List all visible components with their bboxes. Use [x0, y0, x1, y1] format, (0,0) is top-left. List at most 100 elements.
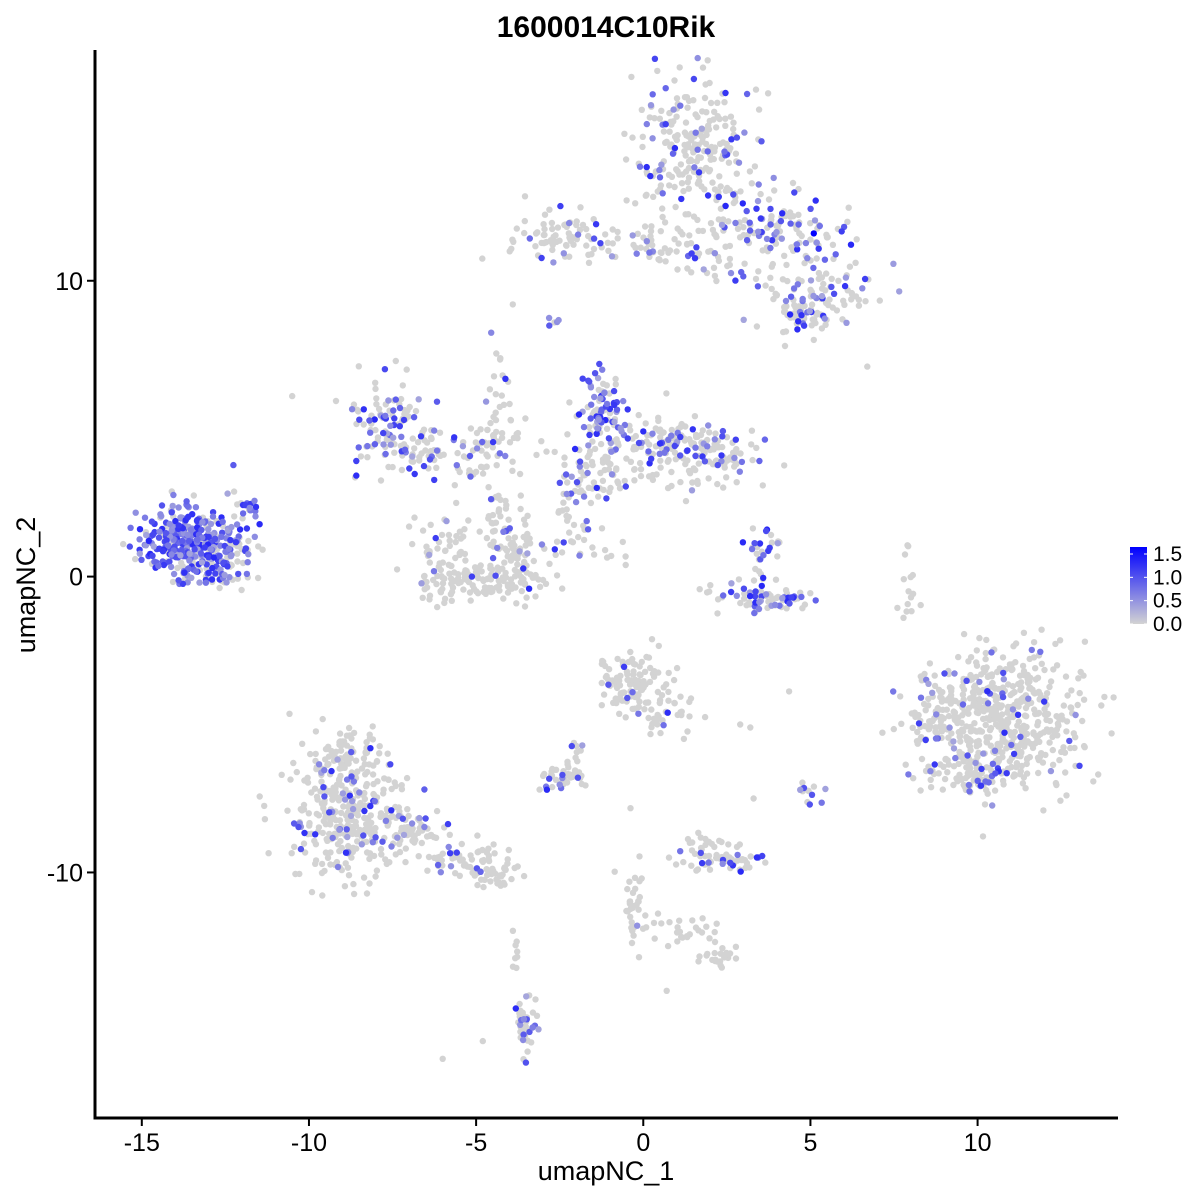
- data-point: [452, 870, 459, 877]
- data-point: [312, 831, 319, 838]
- data-point: [593, 430, 600, 437]
- data-point: [629, 232, 636, 239]
- data-point: [737, 721, 744, 728]
- data-point: [855, 296, 863, 304]
- data-point: [703, 131, 710, 139]
- data-point: [1076, 762, 1083, 769]
- data-point: [994, 740, 1002, 748]
- data-point: [600, 691, 608, 698]
- data-point: [1032, 665, 1039, 672]
- data-point: [774, 553, 781, 560]
- data-point: [256, 521, 263, 528]
- data-point: [739, 539, 747, 546]
- data-point: [498, 392, 505, 399]
- data-point: [251, 497, 258, 504]
- data-point: [345, 724, 353, 732]
- data-point: [810, 336, 817, 344]
- data-point: [552, 776, 560, 783]
- data-point: [991, 716, 998, 723]
- data-point: [357, 453, 365, 460]
- data-point: [989, 802, 996, 809]
- data-point: [665, 669, 672, 677]
- data-point: [511, 566, 519, 574]
- data-point: [403, 774, 411, 782]
- data-point: [680, 858, 687, 866]
- data-point: [319, 715, 326, 723]
- data-point: [624, 406, 631, 413]
- data-point: [1046, 739, 1053, 746]
- data-point: [796, 230, 803, 237]
- data-point: [692, 444, 699, 451]
- data-point: [473, 572, 481, 579]
- data-point: [218, 533, 225, 540]
- data-point: [910, 775, 917, 782]
- data-point: [228, 523, 235, 531]
- data-point: [739, 200, 746, 207]
- data-point: [691, 255, 699, 262]
- data-point: [190, 492, 197, 499]
- data-point: [312, 860, 319, 867]
- data-point: [693, 244, 700, 251]
- data-point: [1075, 675, 1082, 682]
- data-point: [231, 513, 238, 520]
- data-point: [645, 714, 652, 722]
- data-point: [520, 575, 527, 583]
- data-point: [807, 277, 815, 284]
- data-point: [673, 248, 680, 255]
- data-point: [505, 535, 512, 542]
- data-point: [305, 810, 312, 817]
- data-point: [1012, 763, 1020, 771]
- data-point: [601, 466, 608, 474]
- data-point: [1016, 771, 1024, 778]
- data-point: [935, 770, 942, 777]
- data-point: [434, 861, 442, 869]
- data-point: [695, 958, 702, 965]
- data-point: [149, 552, 156, 559]
- data-point: [781, 252, 788, 259]
- data-point: [433, 398, 441, 405]
- data-point: [465, 517, 472, 524]
- data-point: [1021, 725, 1029, 732]
- data-point: [807, 236, 814, 243]
- data-point: [508, 581, 516, 588]
- data-point: [918, 755, 926, 763]
- data-point: [655, 642, 662, 650]
- y-tick-label: 10: [55, 268, 83, 296]
- data-point: [590, 551, 598, 558]
- data-point: [228, 551, 235, 559]
- data-point: [622, 714, 629, 721]
- data-point: [674, 225, 681, 232]
- data-point: [905, 771, 912, 778]
- data-point: [355, 363, 362, 370]
- data-point: [1021, 743, 1028, 750]
- data-point: [322, 849, 330, 856]
- data-point: [649, 430, 656, 437]
- data-point: [794, 326, 801, 333]
- data-point: [719, 427, 727, 435]
- data-point: [512, 955, 519, 962]
- data-point: [605, 666, 613, 673]
- data-point: [743, 859, 751, 867]
- data-point: [372, 385, 379, 393]
- data-point: [759, 247, 766, 254]
- data-point: [632, 445, 640, 453]
- data-point: [758, 582, 765, 590]
- data-point: [830, 290, 838, 297]
- data-point: [583, 225, 590, 233]
- data-point: [721, 99, 728, 106]
- legend-label: 1.0: [1153, 566, 1182, 589]
- data-point: [1018, 762, 1025, 770]
- data-point: [371, 798, 378, 805]
- data-point: [472, 439, 479, 446]
- data-point: [361, 807, 368, 815]
- data-point: [718, 452, 725, 459]
- data-point: [327, 849, 334, 856]
- data-point: [904, 600, 911, 608]
- data-point: [793, 241, 801, 248]
- data-point: [674, 266, 681, 273]
- data-point: [767, 274, 774, 281]
- data-point: [991, 787, 999, 794]
- data-point: [448, 597, 455, 604]
- data-point: [446, 831, 453, 838]
- data-point: [698, 929, 706, 936]
